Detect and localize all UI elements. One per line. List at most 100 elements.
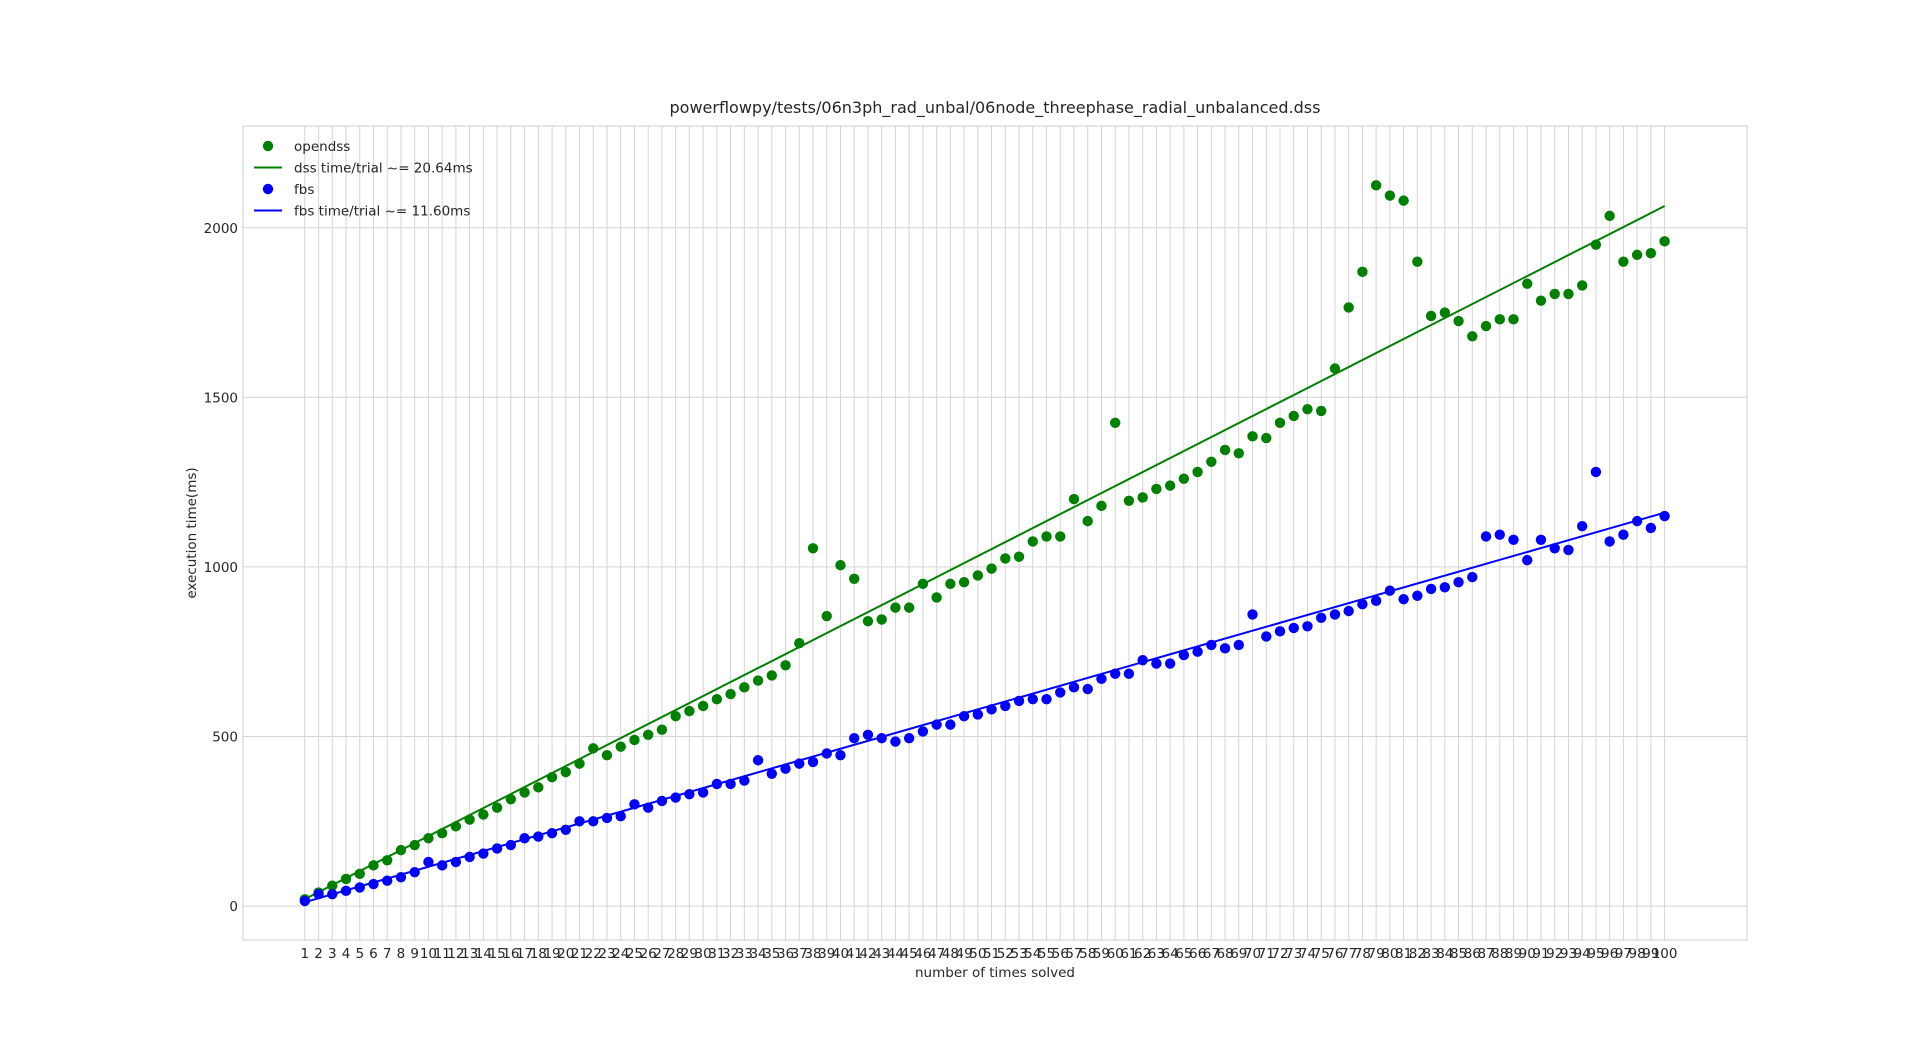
x-tick-label: 12 [447, 946, 464, 962]
data-point [423, 856, 434, 868]
data-points [299, 180, 1670, 907]
data-point [656, 724, 668, 735]
data-point [835, 749, 846, 761]
x-tick-label: 82 [1409, 946, 1426, 962]
data-point [1261, 432, 1272, 444]
x-tick-label: 97 [1615, 946, 1632, 962]
x-tick-label: 20 [557, 946, 574, 962]
x-tick-label: 65 [1175, 946, 1192, 962]
data-point [1370, 595, 1382, 607]
data-point [368, 860, 379, 871]
data-point [1068, 493, 1080, 505]
data-point [574, 816, 585, 827]
data-point [491, 843, 503, 854]
data-point [1549, 543, 1560, 554]
data-point [1274, 417, 1286, 428]
data-point [1219, 643, 1231, 654]
x-tick-label: 27 [653, 946, 670, 962]
data-point [1467, 331, 1478, 342]
x-tick-label: 38 [804, 946, 821, 962]
data-point [1398, 195, 1409, 206]
x-tick-label: 79 [1368, 946, 1385, 962]
data-point [1467, 571, 1478, 583]
data-point [1137, 492, 1148, 503]
trend-lines [304, 205, 1666, 904]
data-point [972, 570, 984, 581]
x-tick-label: 72 [1271, 946, 1288, 962]
x-tick-label: 14 [475, 946, 492, 962]
data-point [629, 799, 640, 810]
chart-title: powerflowpy/tests/06n3ph_rad_unbal/06nod… [670, 98, 1321, 118]
data-point [436, 827, 448, 839]
data-point [1123, 668, 1135, 679]
data-point [931, 592, 942, 603]
data-point [1151, 658, 1162, 669]
data-point [1247, 609, 1258, 620]
data-point [546, 827, 558, 839]
x-tick-label: 76 [1326, 946, 1343, 962]
data-point [1659, 510, 1670, 522]
data-point [1412, 590, 1423, 601]
x-tick-label: 10 [420, 946, 437, 962]
data-point [382, 875, 393, 886]
data-point [752, 755, 764, 766]
data-point [1494, 529, 1505, 540]
x-tick-label: 61 [1120, 946, 1137, 962]
x-tick-label: 8 [397, 946, 406, 962]
data-point [1604, 210, 1615, 222]
x-tick-label: 15 [489, 946, 506, 962]
data-point [739, 682, 750, 693]
data-point [986, 563, 997, 574]
data-point [1261, 631, 1272, 642]
x-tick-label: 7 [383, 946, 392, 962]
data-point [794, 638, 805, 649]
data-point [1013, 695, 1025, 707]
x-tick-label: 26 [640, 946, 657, 962]
data-point [1576, 280, 1588, 291]
x-tick-label: 44 [887, 946, 904, 962]
x-tick-label: 83 [1422, 946, 1439, 962]
data-point [1425, 583, 1437, 595]
x-tick-label: 68 [1216, 946, 1233, 962]
x-tick-label: 57 [1065, 946, 1082, 962]
scatter-series [299, 466, 1670, 907]
grid-lines [243, 126, 1747, 940]
x-tick-label: 67 [1203, 946, 1220, 962]
x-tick-label: 3 [328, 946, 337, 962]
x-tick-label: 66 [1189, 946, 1206, 962]
x-tick-label: 94 [1574, 946, 1591, 962]
x-tick-label: 90 [1519, 946, 1536, 962]
x-tick-label: 84 [1436, 946, 1453, 962]
data-point [1453, 315, 1464, 327]
data-point [533, 831, 544, 842]
data-point [1453, 576, 1464, 588]
data-point [629, 734, 640, 746]
data-point [684, 705, 695, 717]
y-tick-label: 0 [229, 899, 238, 915]
data-point [368, 878, 379, 890]
legend: opendss dss time/trial ~= 20.64ms fbs fbs t… [254, 139, 473, 220]
data-point [1522, 554, 1533, 566]
data-point [780, 763, 791, 774]
data-point [794, 758, 805, 769]
data-point [752, 675, 764, 686]
data-point [519, 787, 530, 798]
data-point [1439, 307, 1451, 318]
x-tick-label: 56 [1052, 946, 1069, 962]
legend-marker [262, 183, 274, 195]
data-point [821, 610, 832, 622]
x-tick-label: 70 [1244, 946, 1261, 962]
data-point [1549, 288, 1560, 300]
x-tick-label: 9 [410, 946, 419, 962]
data-point [1233, 448, 1244, 459]
data-point [1302, 621, 1313, 632]
data-point [478, 809, 489, 820]
data-point [876, 732, 887, 744]
legend-label: opendss [294, 139, 350, 155]
data-point [1508, 314, 1519, 325]
x-tick-label: 1 [301, 946, 310, 962]
x-tick-label: 13 [461, 946, 478, 962]
data-point [615, 741, 626, 752]
y-tick-label: 2000 [204, 221, 238, 237]
